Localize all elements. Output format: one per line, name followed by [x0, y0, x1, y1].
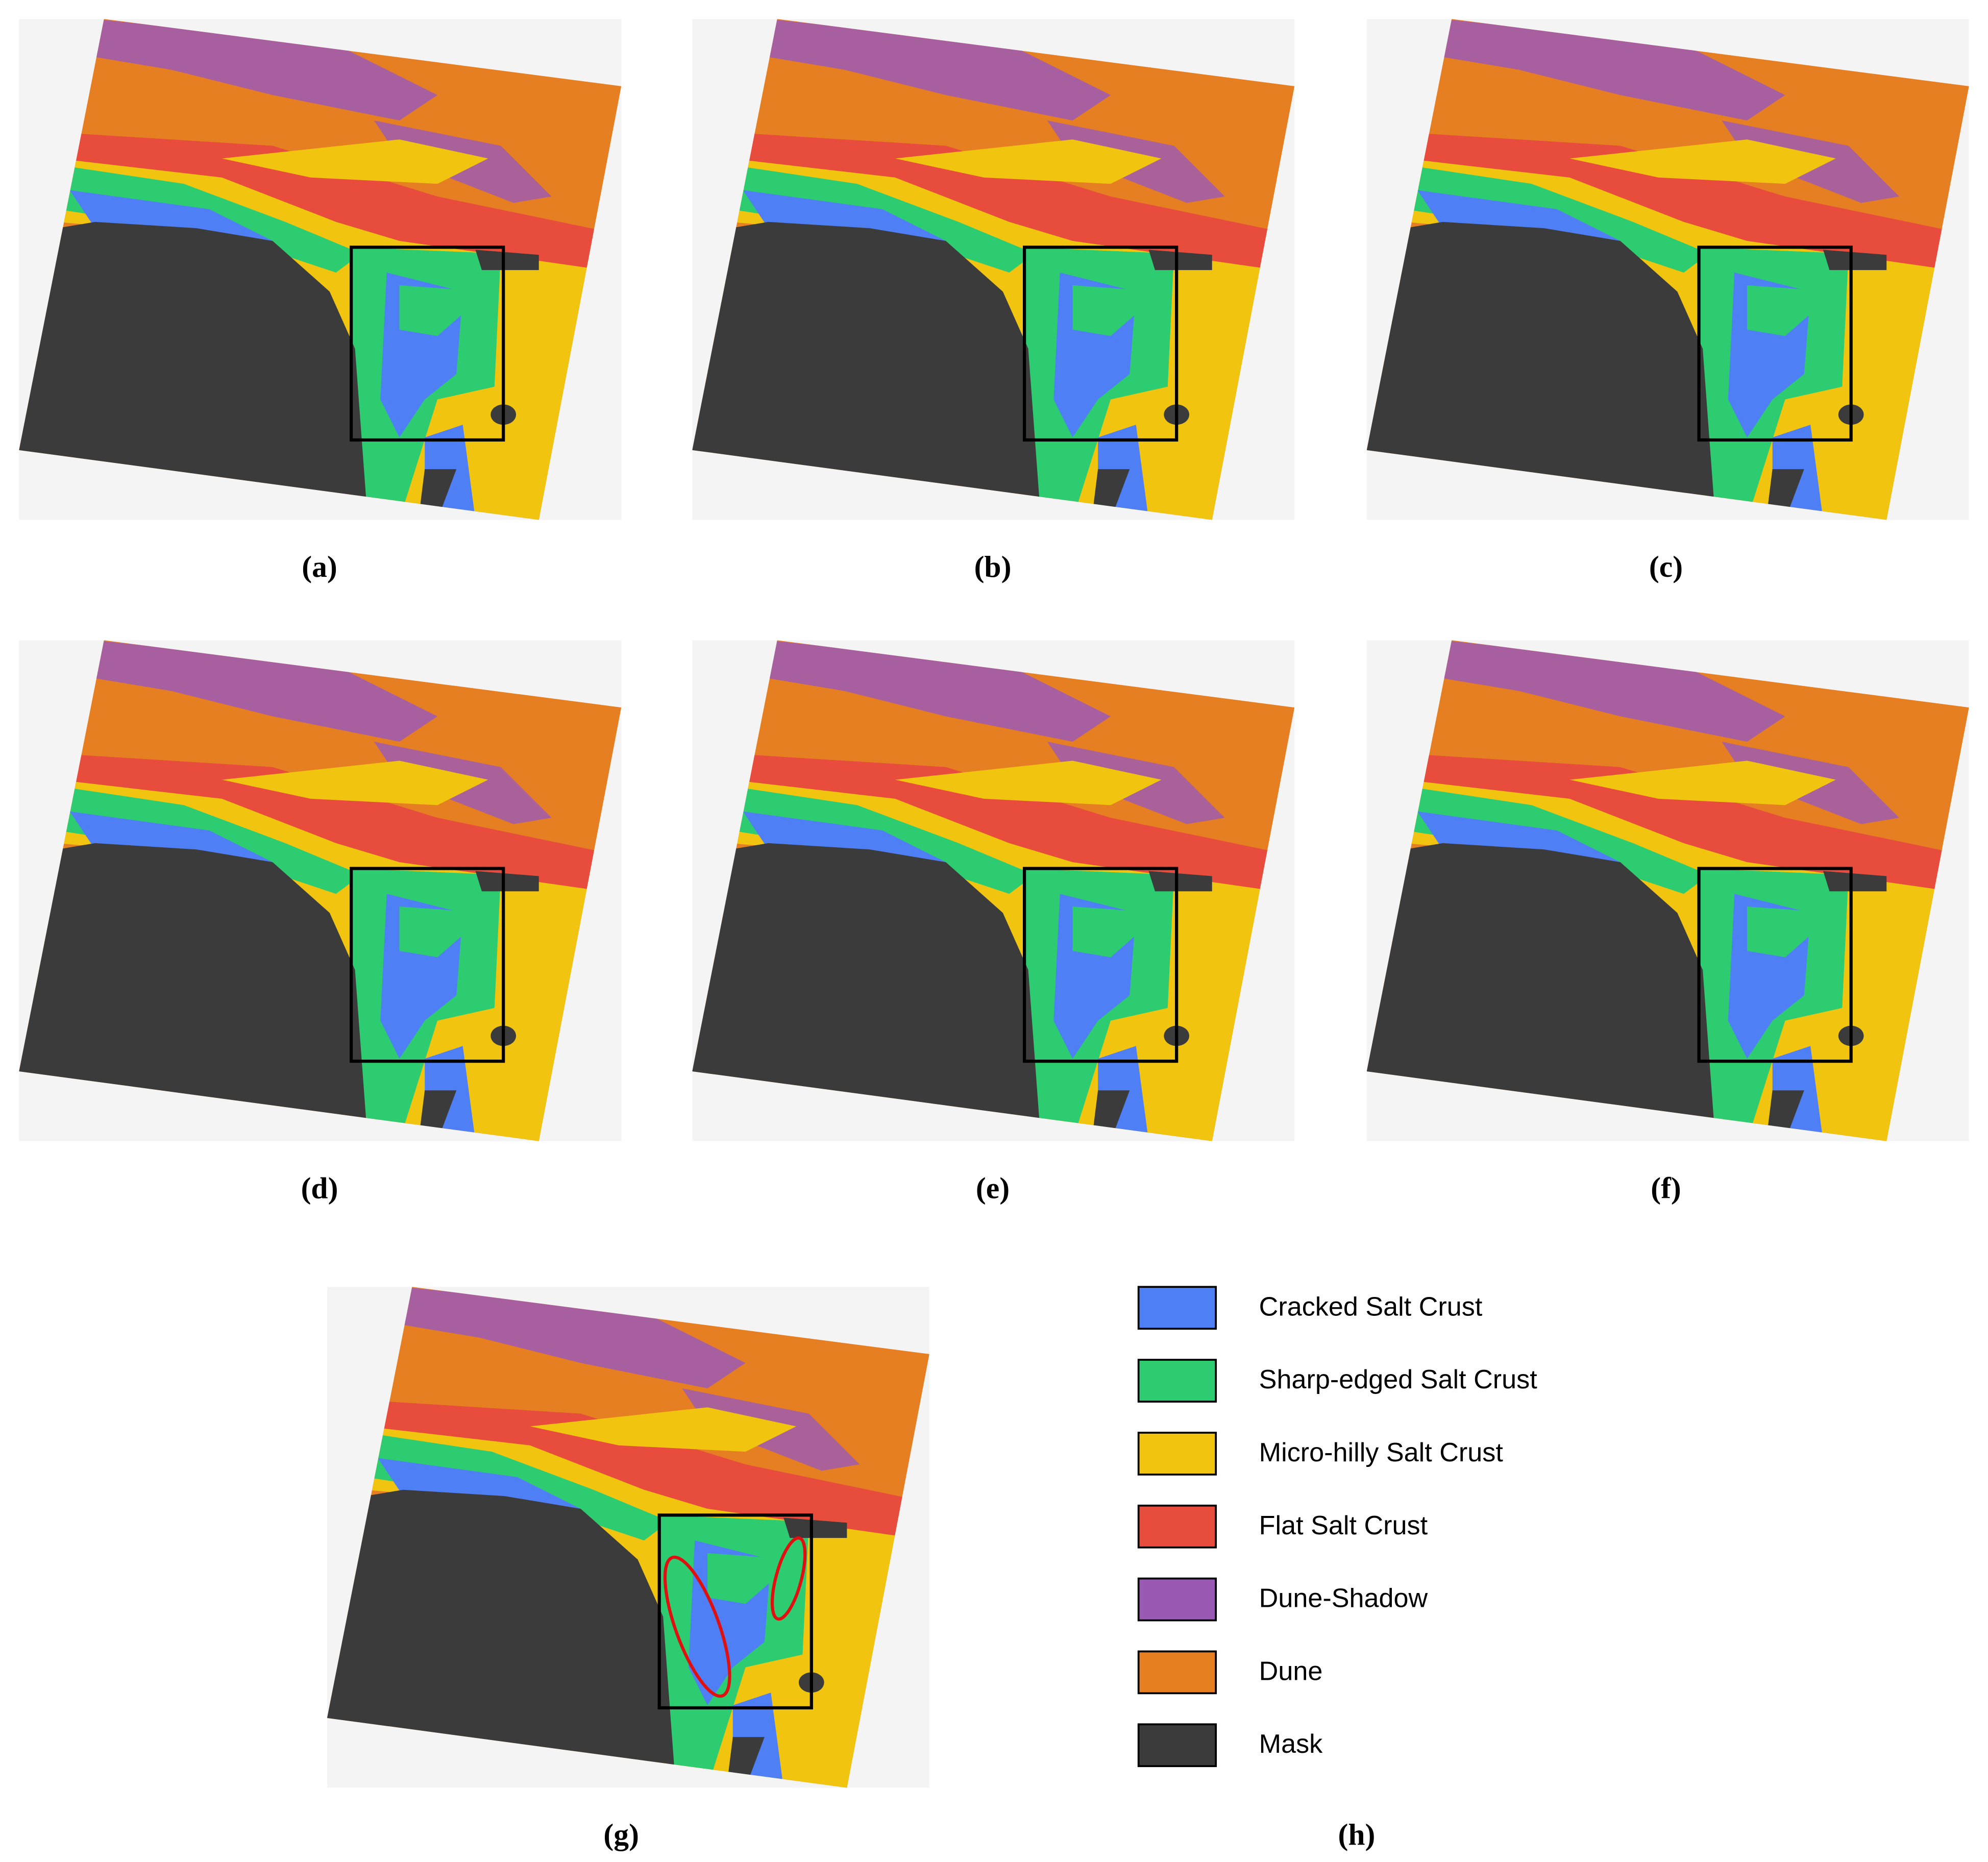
highlight-ellipse: [770, 1536, 807, 1621]
classification-map: [1367, 640, 1969, 1141]
highlight-ellipse: [663, 1555, 731, 1698]
classification-map: [19, 19, 621, 520]
highlight-ellipses: [663, 1536, 807, 1698]
legend-swatch: [1137, 1504, 1217, 1549]
legend-swatch: [1137, 1723, 1217, 1768]
legend-label: Dune-Shadow: [1259, 1584, 1428, 1613]
panel-label: (h): [1338, 1818, 1375, 1851]
classification-map: [1367, 19, 1969, 520]
maps: [19, 19, 1969, 1787]
classification-map: [327, 1287, 929, 1787]
panel-label: (a): [302, 550, 337, 583]
classification-map: [692, 640, 1294, 1141]
classification-map: [19, 640, 621, 1141]
legend-label: Dune: [1259, 1656, 1323, 1686]
legend-swatch: [1137, 1650, 1217, 1695]
panel-label: (g): [603, 1818, 639, 1851]
panel-label: (c): [1649, 550, 1683, 583]
legend-swatch: [1137, 1577, 1217, 1622]
legend-label: Cracked Salt Crust: [1259, 1292, 1483, 1321]
legend-swatch: [1137, 1432, 1217, 1476]
classification-map: [692, 19, 1294, 520]
legend-label: Micro-hilly Salt Crust: [1259, 1438, 1504, 1467]
legend-swatch: [1137, 1359, 1217, 1403]
panel-label: (e): [976, 1171, 1010, 1205]
legend-swatch: [1137, 1286, 1217, 1330]
panel-label: (b): [974, 550, 1012, 583]
legend: Cracked Salt Crust Sharp-edged Salt Crust…: [1137, 1286, 1538, 1768]
panel-label: (f): [1651, 1171, 1681, 1205]
legend-label: Mask: [1259, 1729, 1323, 1759]
legend-label: Flat Salt Crust: [1259, 1511, 1428, 1540]
panel-label: (d): [301, 1171, 338, 1205]
legend-label: Sharp-edged Salt Crust: [1259, 1365, 1538, 1394]
